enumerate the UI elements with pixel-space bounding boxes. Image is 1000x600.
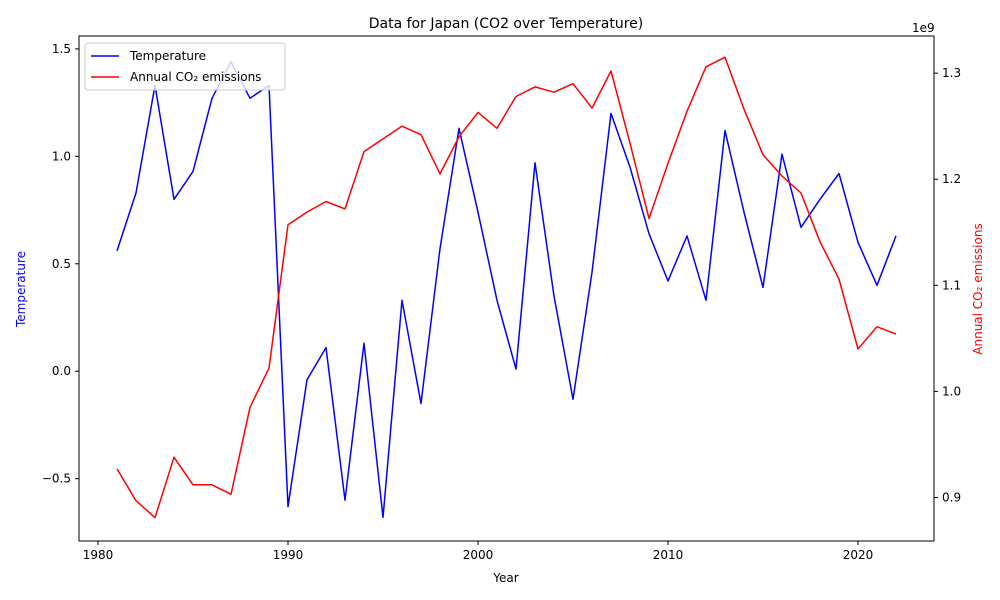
x-tick-label: 1990 <box>273 548 304 562</box>
x-axis-title: Year <box>492 571 518 585</box>
y-left-tick-label: 1.0 <box>52 149 71 163</box>
x-tick-label: 2020 <box>843 548 874 562</box>
y-right-tick-label: 1.3 <box>942 66 961 80</box>
series-line-0 <box>116 61 897 519</box>
right-axis-offset-label: 1e9 <box>912 21 935 35</box>
y-right-tick-label: 1.1 <box>942 278 961 292</box>
y-left-tick-label: 1.5 <box>52 42 71 56</box>
x-tick-label: 2000 <box>463 548 494 562</box>
y-left-tick-label: 0.0 <box>52 364 71 378</box>
plot-frame <box>78 35 935 542</box>
chart-title: Data for Japan (CO2 over Temperature) <box>369 16 644 32</box>
x-tick-label: 1980 <box>83 548 114 562</box>
x-tick-label: 2010 <box>653 548 684 562</box>
left-y-axis-title: Temperature <box>14 251 28 328</box>
series-line-1 <box>116 56 897 519</box>
y-right-tick-label: 1.0 <box>942 384 961 398</box>
plot-area <box>79 36 934 541</box>
legend: Temperature Annual CO₂ emissions <box>84 42 286 91</box>
axis-ticks: 1980 1990 2000 2010 2020 −0.5 0.0 0.5 1.0 1.5 0.9 1… <box>42 42 961 562</box>
legend-label-temperature: Temperature <box>129 49 206 63</box>
right-y-axis-title: Annual CO₂ emissions <box>971 223 985 354</box>
legend-box <box>84 42 286 91</box>
series-lines <box>116 56 897 519</box>
y-right-tick-label: 1.2 <box>942 172 961 186</box>
y-left-tick-label: 0.5 <box>52 257 71 271</box>
y-right-tick-label: 0.9 <box>942 491 961 505</box>
legend-label-co2: Annual CO₂ emissions <box>130 70 261 84</box>
y-left-tick-label: −0.5 <box>42 472 71 486</box>
